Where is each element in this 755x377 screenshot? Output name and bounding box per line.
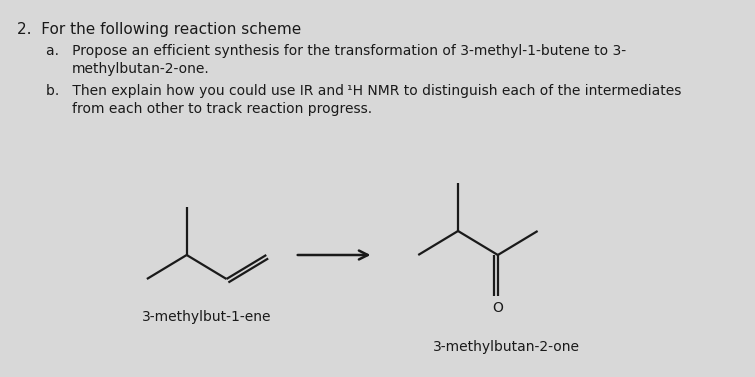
- Text: from each other to track reaction progress.: from each other to track reaction progre…: [72, 102, 372, 116]
- Text: 3-methylbutan-2-one: 3-methylbutan-2-one: [433, 340, 580, 354]
- Text: b.   Then explain how you could use IR and: b. Then explain how you could use IR and: [46, 84, 348, 98]
- Text: O: O: [492, 301, 504, 315]
- Text: ¹H NMR to distinguish each of the intermediates: ¹H NMR to distinguish each of the interm…: [347, 84, 681, 98]
- Text: methylbutan-2-one.: methylbutan-2-one.: [72, 62, 210, 76]
- Text: 2.  For the following reaction scheme: 2. For the following reaction scheme: [17, 22, 301, 37]
- Text: 3-methylbut-1-ene: 3-methylbut-1-ene: [142, 310, 271, 324]
- Text: a.   Propose an efficient synthesis for the transformation of 3-methyl-1-butene : a. Propose an efficient synthesis for th…: [46, 44, 626, 58]
